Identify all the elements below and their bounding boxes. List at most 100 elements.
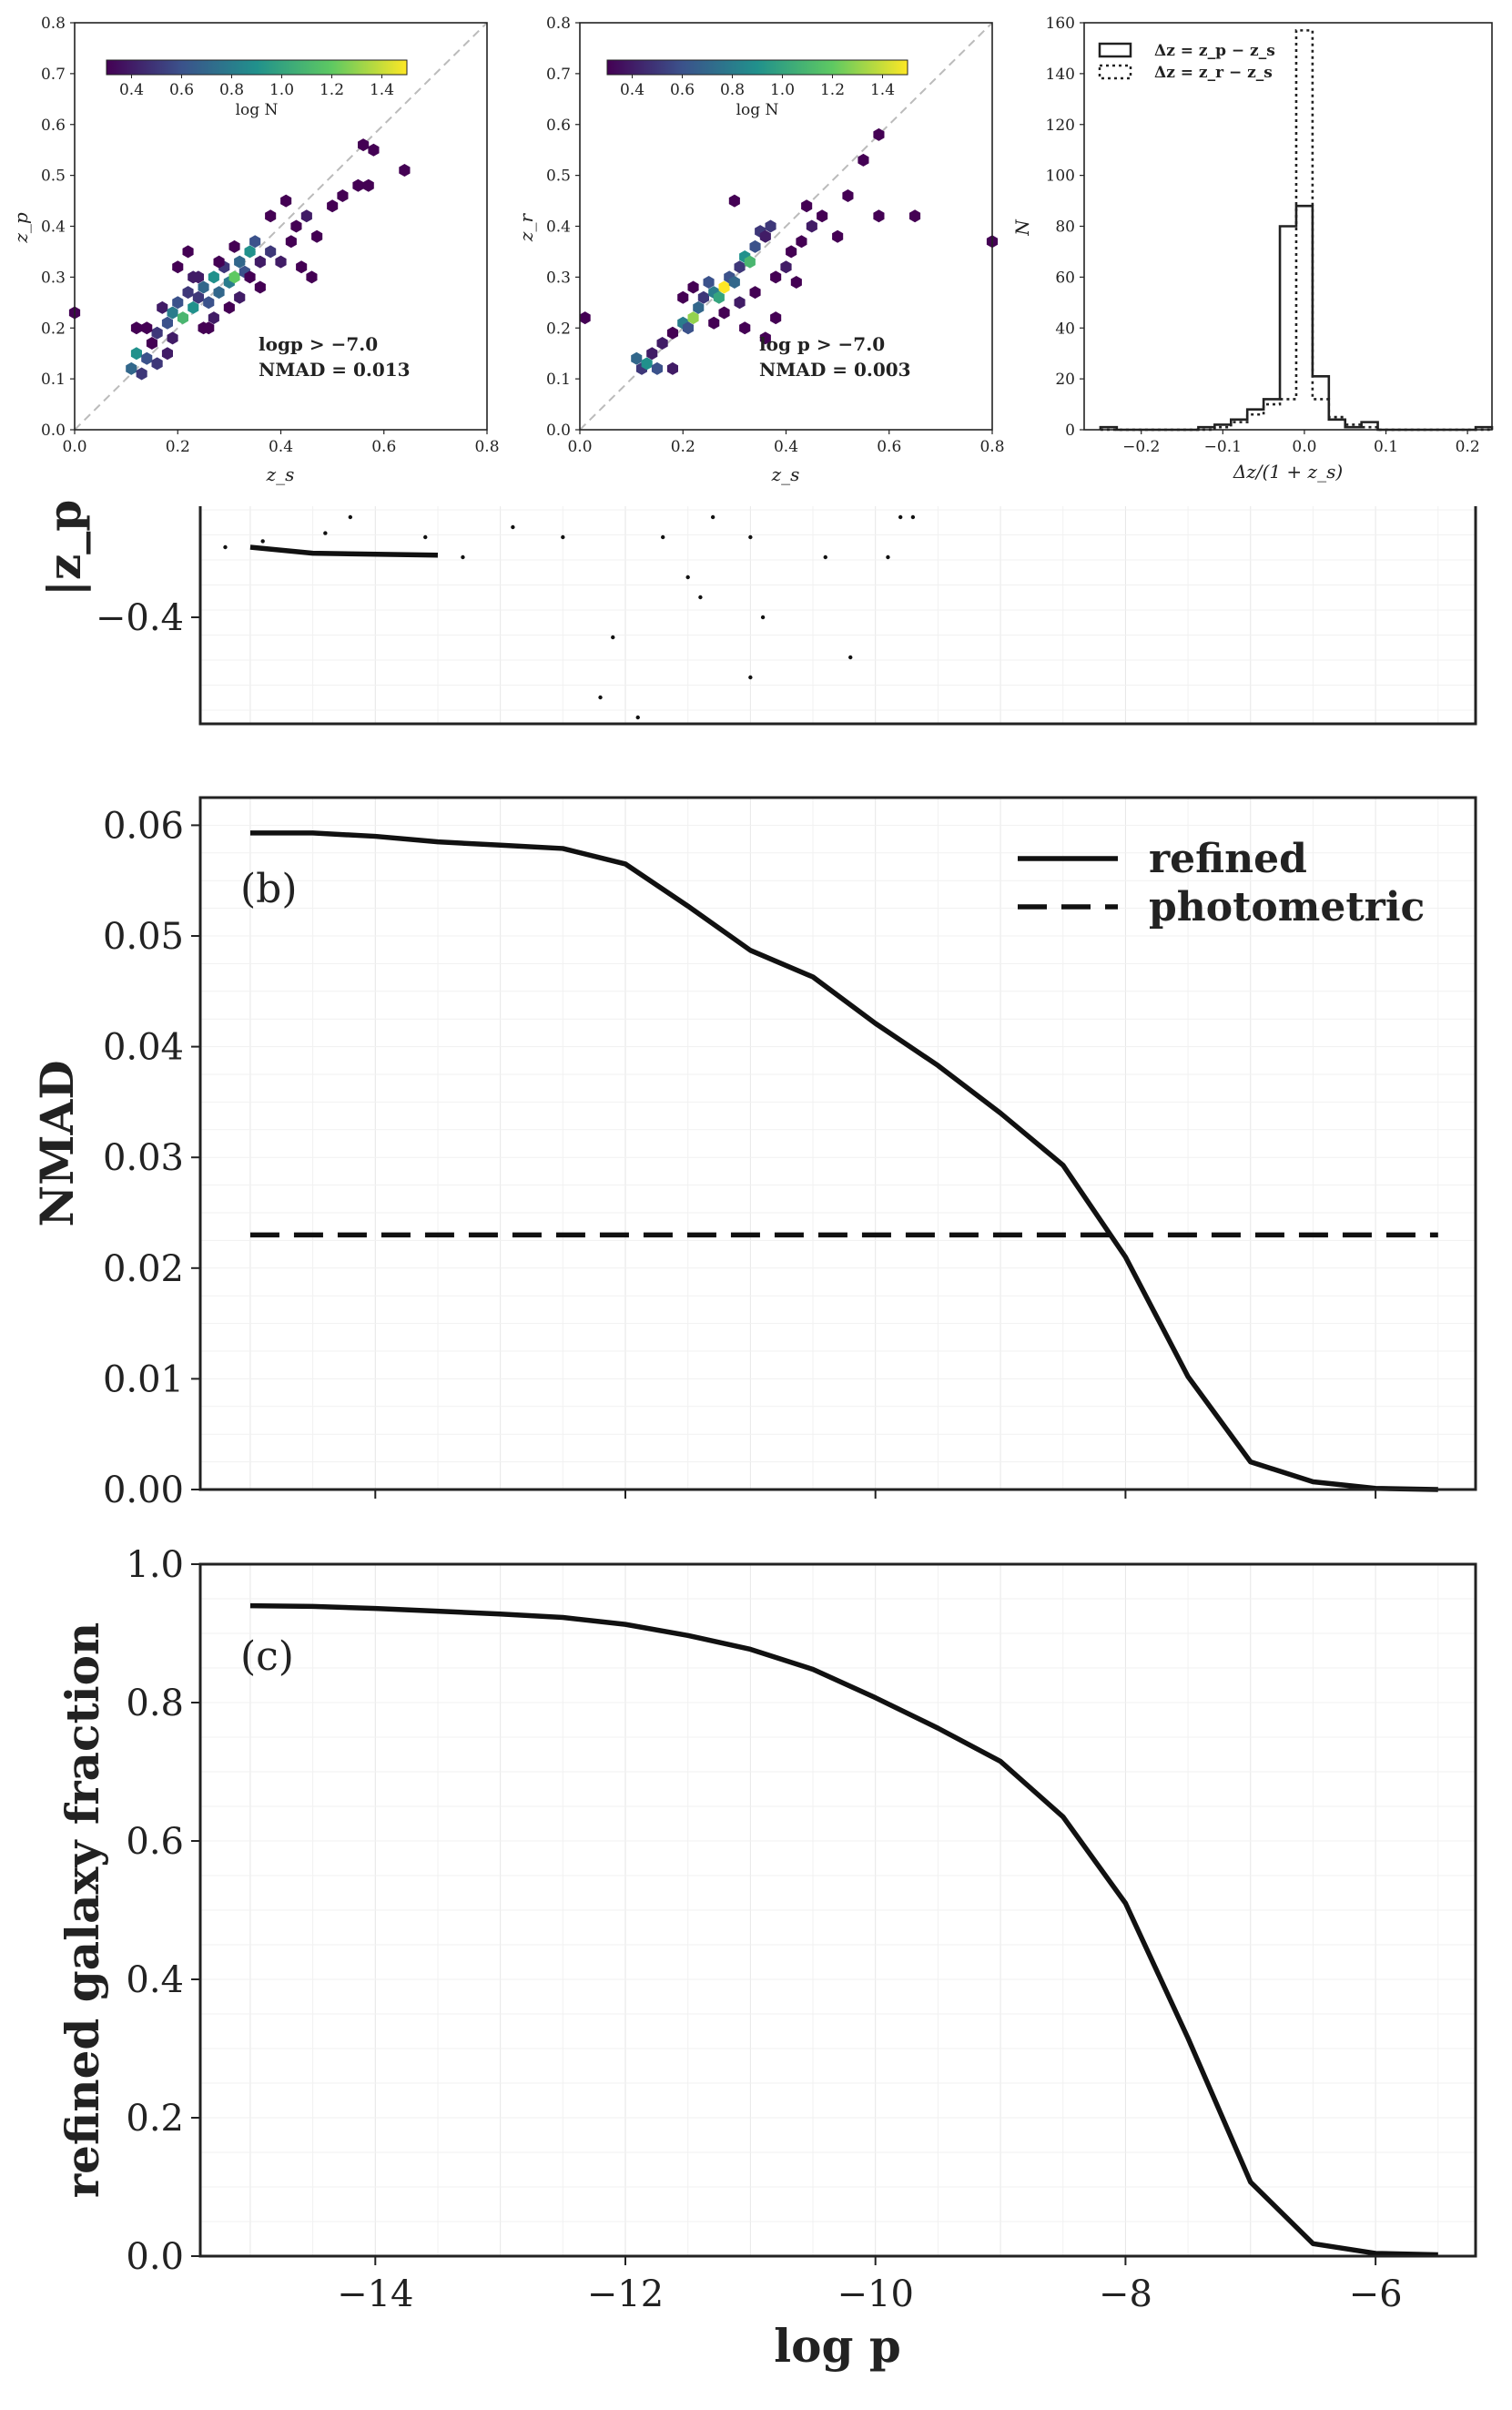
hexbin-cell <box>666 361 678 375</box>
hexbin-cell <box>579 311 591 325</box>
hexbin-cell <box>188 270 199 284</box>
scatter-point <box>423 534 428 540</box>
x-tick-label: 0.6 <box>877 438 901 456</box>
hexbin-cell <box>759 331 771 345</box>
panel-label: (b) <box>240 866 298 912</box>
panel-b: 0.00 0.01 0.02 0.03 0.04 0.05 0.06 (b) refined… <box>30 796 1477 1511</box>
legend-entry-photometric: photometric <box>1149 884 1425 930</box>
hexbin-cell <box>744 255 756 269</box>
hexbin-cell <box>708 316 720 330</box>
hexbin-cell <box>208 270 219 284</box>
hexbin-cell <box>182 245 194 259</box>
hexbin-cell <box>136 367 147 381</box>
hexbin-cell <box>161 316 173 330</box>
hexbin-cell <box>249 235 261 249</box>
hexbin-cell <box>718 280 730 294</box>
y-tick-label: 0.3 <box>546 269 571 287</box>
hexbin-cell <box>188 300 199 314</box>
scatter-point <box>323 531 328 535</box>
y-tick-label: 0.0 <box>546 422 571 440</box>
legend: Δz = z_p − z_s Δz = z_r − z_s <box>1098 42 1275 82</box>
y-tick-label: 0.04 <box>103 1027 184 1069</box>
y-axis-label: NMAD <box>30 1060 84 1226</box>
colorbar-tick-label: 0.4 <box>620 81 644 99</box>
y-tick-label: 120 <box>1046 117 1075 135</box>
annotation-logp: logp > −7.0 <box>259 333 378 355</box>
plot-frame <box>198 1562 1477 2258</box>
hexbin-cell <box>244 270 256 284</box>
hexbin-cell <box>399 164 411 177</box>
scatter-point <box>698 595 703 600</box>
hexbin-cell <box>728 194 740 208</box>
hexbin-cell <box>306 270 318 284</box>
hexbin-cell <box>873 127 885 141</box>
hexbin-cell <box>358 138 370 152</box>
hexbin-cell <box>208 311 219 325</box>
hexbin-cell <box>759 229 771 243</box>
scatter-point <box>260 539 265 544</box>
colorbar <box>606 59 908 76</box>
hexbin-cell <box>198 280 209 294</box>
hexbin-cell <box>693 300 705 314</box>
hexbin-cell <box>786 245 797 259</box>
annotation-nmad: NMAD = 0.013 <box>259 359 411 381</box>
scatter-point <box>848 655 853 660</box>
hexbin-cell <box>909 209 921 223</box>
scatter-point <box>561 534 565 540</box>
plot-frame <box>579 22 993 431</box>
y-tick-label: 0.4 <box>546 219 571 237</box>
panel-a-partial: −0.4 |z_p <box>37 500 1477 726</box>
plot-frame <box>74 22 488 431</box>
scatter-point <box>910 514 916 520</box>
hexbin-cell <box>641 357 653 371</box>
hexbin-cell <box>677 290 689 304</box>
y-tick-label: 0.06 <box>103 805 184 847</box>
scatter-point <box>661 534 665 540</box>
colorbar-label: log N <box>236 101 279 119</box>
colorbar <box>106 59 408 76</box>
hexbin-cell <box>857 153 869 167</box>
x-tick-label: −8 <box>1099 2273 1152 2315</box>
refined-line <box>249 830 1438 1492</box>
colorbar-label: log N <box>736 101 779 119</box>
panel-label: (c) <box>240 1633 294 1680</box>
scatter-point <box>823 554 827 560</box>
histogram-zr-series <box>1100 29 1492 432</box>
hexbin-cell <box>713 290 725 304</box>
hexbin-cell <box>697 290 709 304</box>
plot-frame <box>198 796 1477 1491</box>
y-tick-label: 1.0 <box>126 1544 184 1586</box>
hexbin-cell <box>234 290 246 304</box>
hexbin-cell <box>141 321 153 335</box>
hexbin-zr-panel: 0.0 0.2 0.4 0.6 0.8 0.0 0.1 0.2 0.3 0.4 0.5 0.6 0.7 0… <box>515 15 1005 485</box>
legend: refined photometric <box>1018 836 1425 930</box>
hexbin-cell <box>172 296 184 310</box>
legend-entry-zp: Δz = z_p − z_s <box>1154 42 1275 60</box>
hexbin-cell <box>327 199 339 213</box>
x-tick-label: −6 <box>1349 2273 1403 2315</box>
y-tick-label: 0.7 <box>546 66 571 84</box>
x-tick-label: 0.4 <box>774 438 798 456</box>
scatter-point <box>223 544 228 550</box>
y-tick-label: 20 <box>1055 371 1075 389</box>
colorbar-tick-label: 0.6 <box>169 81 194 99</box>
y-axis-label: z_p <box>10 212 32 244</box>
hexbin-cell <box>718 306 730 320</box>
hexbin-cell <box>687 311 699 325</box>
hexbin-cell <box>228 270 240 284</box>
y-tick-label: 140 <box>1046 66 1075 84</box>
hexbin-cell <box>203 321 215 335</box>
hexbin-cell <box>213 255 225 269</box>
hexbin-cell <box>167 331 178 345</box>
hexbin-cell <box>167 306 178 320</box>
hexbin-cell <box>765 219 776 233</box>
hexbin-cell <box>352 178 364 192</box>
scatter-point <box>635 715 640 720</box>
hexbin-cell <box>780 260 792 274</box>
y-tick-label: 40 <box>1055 320 1075 338</box>
x-tick-label: 0.8 <box>979 438 1004 456</box>
hexbin-cell <box>130 321 142 335</box>
scatter-point <box>685 575 690 580</box>
y-tick-label: 0.1 <box>546 371 571 389</box>
hexbin-cell <box>362 178 374 192</box>
